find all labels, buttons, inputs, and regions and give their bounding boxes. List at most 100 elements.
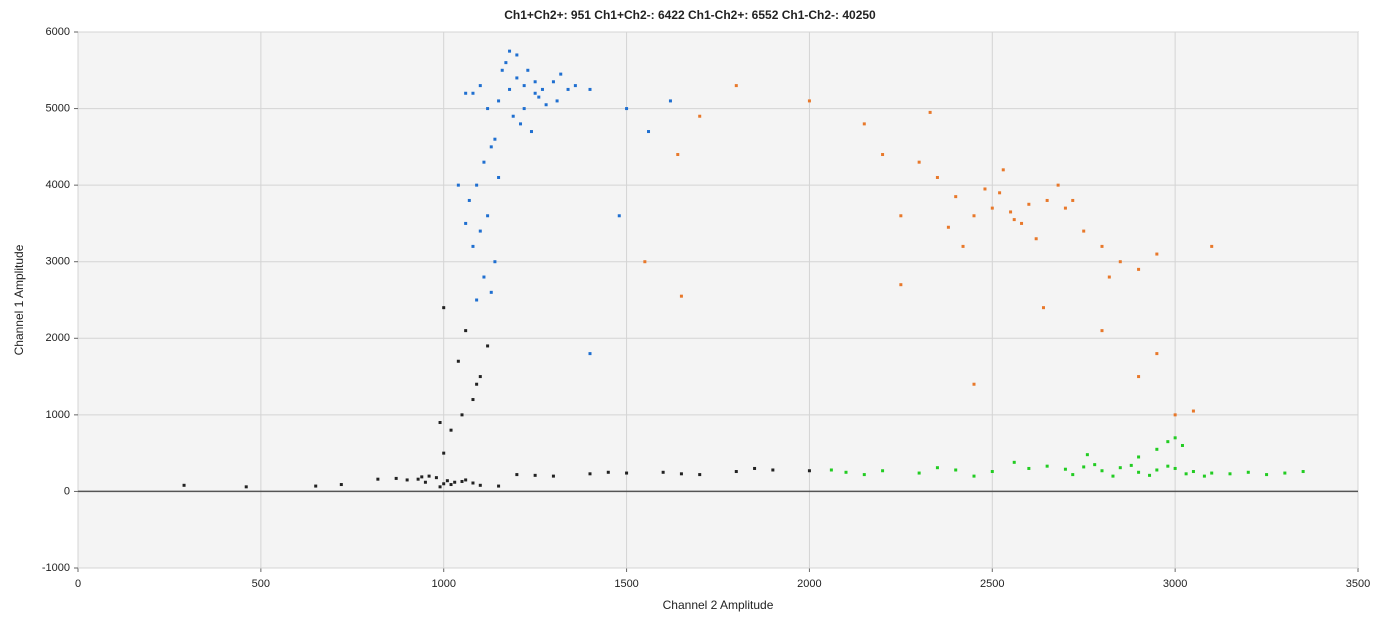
- point: [625, 471, 629, 475]
- x-tick-label: 3500: [1346, 578, 1370, 590]
- point: [807, 99, 811, 103]
- point: [998, 191, 1002, 195]
- point: [420, 475, 424, 479]
- point: [508, 87, 512, 91]
- point: [972, 214, 976, 218]
- x-tick-label: 1500: [614, 578, 638, 590]
- point: [1041, 306, 1045, 310]
- x-tick-label: 500: [252, 578, 270, 590]
- point: [442, 451, 446, 455]
- point: [522, 84, 526, 88]
- point: [917, 160, 921, 164]
- point: [416, 477, 420, 481]
- point: [508, 49, 512, 53]
- x-tick-label: 2000: [797, 578, 821, 590]
- point: [1166, 440, 1170, 444]
- point: [394, 476, 398, 480]
- point: [460, 479, 464, 483]
- point: [643, 260, 647, 264]
- point: [464, 221, 468, 225]
- point: [493, 137, 497, 141]
- point: [606, 470, 610, 474]
- point: [1071, 198, 1075, 202]
- point: [515, 473, 519, 477]
- x-tick-label: 0: [75, 578, 81, 590]
- point: [551, 80, 555, 84]
- point: [1082, 465, 1086, 469]
- point: [478, 375, 482, 379]
- point: [497, 484, 501, 488]
- point: [1001, 168, 1005, 172]
- y-tick-label: 6000: [46, 26, 70, 38]
- point: [1202, 474, 1206, 478]
- point: [478, 84, 482, 88]
- point: [405, 478, 409, 482]
- point: [1118, 260, 1122, 264]
- x-tick-label: 1000: [431, 578, 455, 590]
- point: [1100, 469, 1104, 473]
- point: [427, 474, 431, 478]
- point: [438, 421, 442, 425]
- point: [460, 413, 464, 417]
- point: [1137, 267, 1141, 271]
- point: [1210, 244, 1214, 248]
- point: [935, 466, 939, 470]
- point: [533, 80, 537, 84]
- point: [661, 470, 665, 474]
- point: [1085, 453, 1089, 457]
- point: [573, 84, 577, 88]
- point: [946, 225, 950, 229]
- point: [1063, 206, 1067, 210]
- point: [555, 99, 559, 103]
- point: [668, 99, 672, 103]
- point: [1155, 468, 1159, 472]
- point: [1027, 466, 1031, 470]
- point: [1246, 470, 1250, 474]
- point: [1045, 464, 1049, 468]
- point: [486, 107, 490, 111]
- point: [182, 483, 186, 487]
- point: [456, 183, 460, 187]
- point: [449, 483, 453, 487]
- point: [753, 466, 757, 470]
- point: [990, 470, 994, 474]
- point: [899, 214, 903, 218]
- point: [537, 95, 541, 99]
- point: [456, 359, 460, 363]
- point: [489, 145, 493, 149]
- y-axis-label: Channel 1 Amplitude: [12, 244, 26, 355]
- point: [1012, 218, 1016, 222]
- point: [1180, 443, 1184, 447]
- point: [862, 473, 866, 477]
- point: [551, 474, 555, 478]
- point: [1100, 244, 1104, 248]
- point: [983, 187, 987, 191]
- point: [244, 485, 248, 489]
- x-tick-label: 3000: [1163, 578, 1187, 590]
- point: [471, 244, 475, 248]
- point: [471, 398, 475, 402]
- point: [445, 479, 449, 483]
- point: [314, 484, 318, 488]
- point: [1191, 409, 1195, 413]
- point: [475, 298, 479, 302]
- point: [862, 122, 866, 126]
- point: [1100, 329, 1104, 333]
- point: [1137, 470, 1141, 474]
- point: [1210, 471, 1214, 475]
- point: [423, 480, 427, 484]
- point: [1173, 466, 1177, 470]
- point: [698, 114, 702, 118]
- point: [434, 476, 438, 480]
- y-tick-label: 1000: [46, 409, 70, 421]
- point: [954, 468, 958, 472]
- point: [1034, 237, 1038, 241]
- point: [442, 306, 446, 310]
- point: [954, 195, 958, 199]
- point: [1137, 455, 1141, 459]
- point: [1155, 352, 1159, 356]
- point: [475, 382, 479, 386]
- point: [519, 122, 523, 126]
